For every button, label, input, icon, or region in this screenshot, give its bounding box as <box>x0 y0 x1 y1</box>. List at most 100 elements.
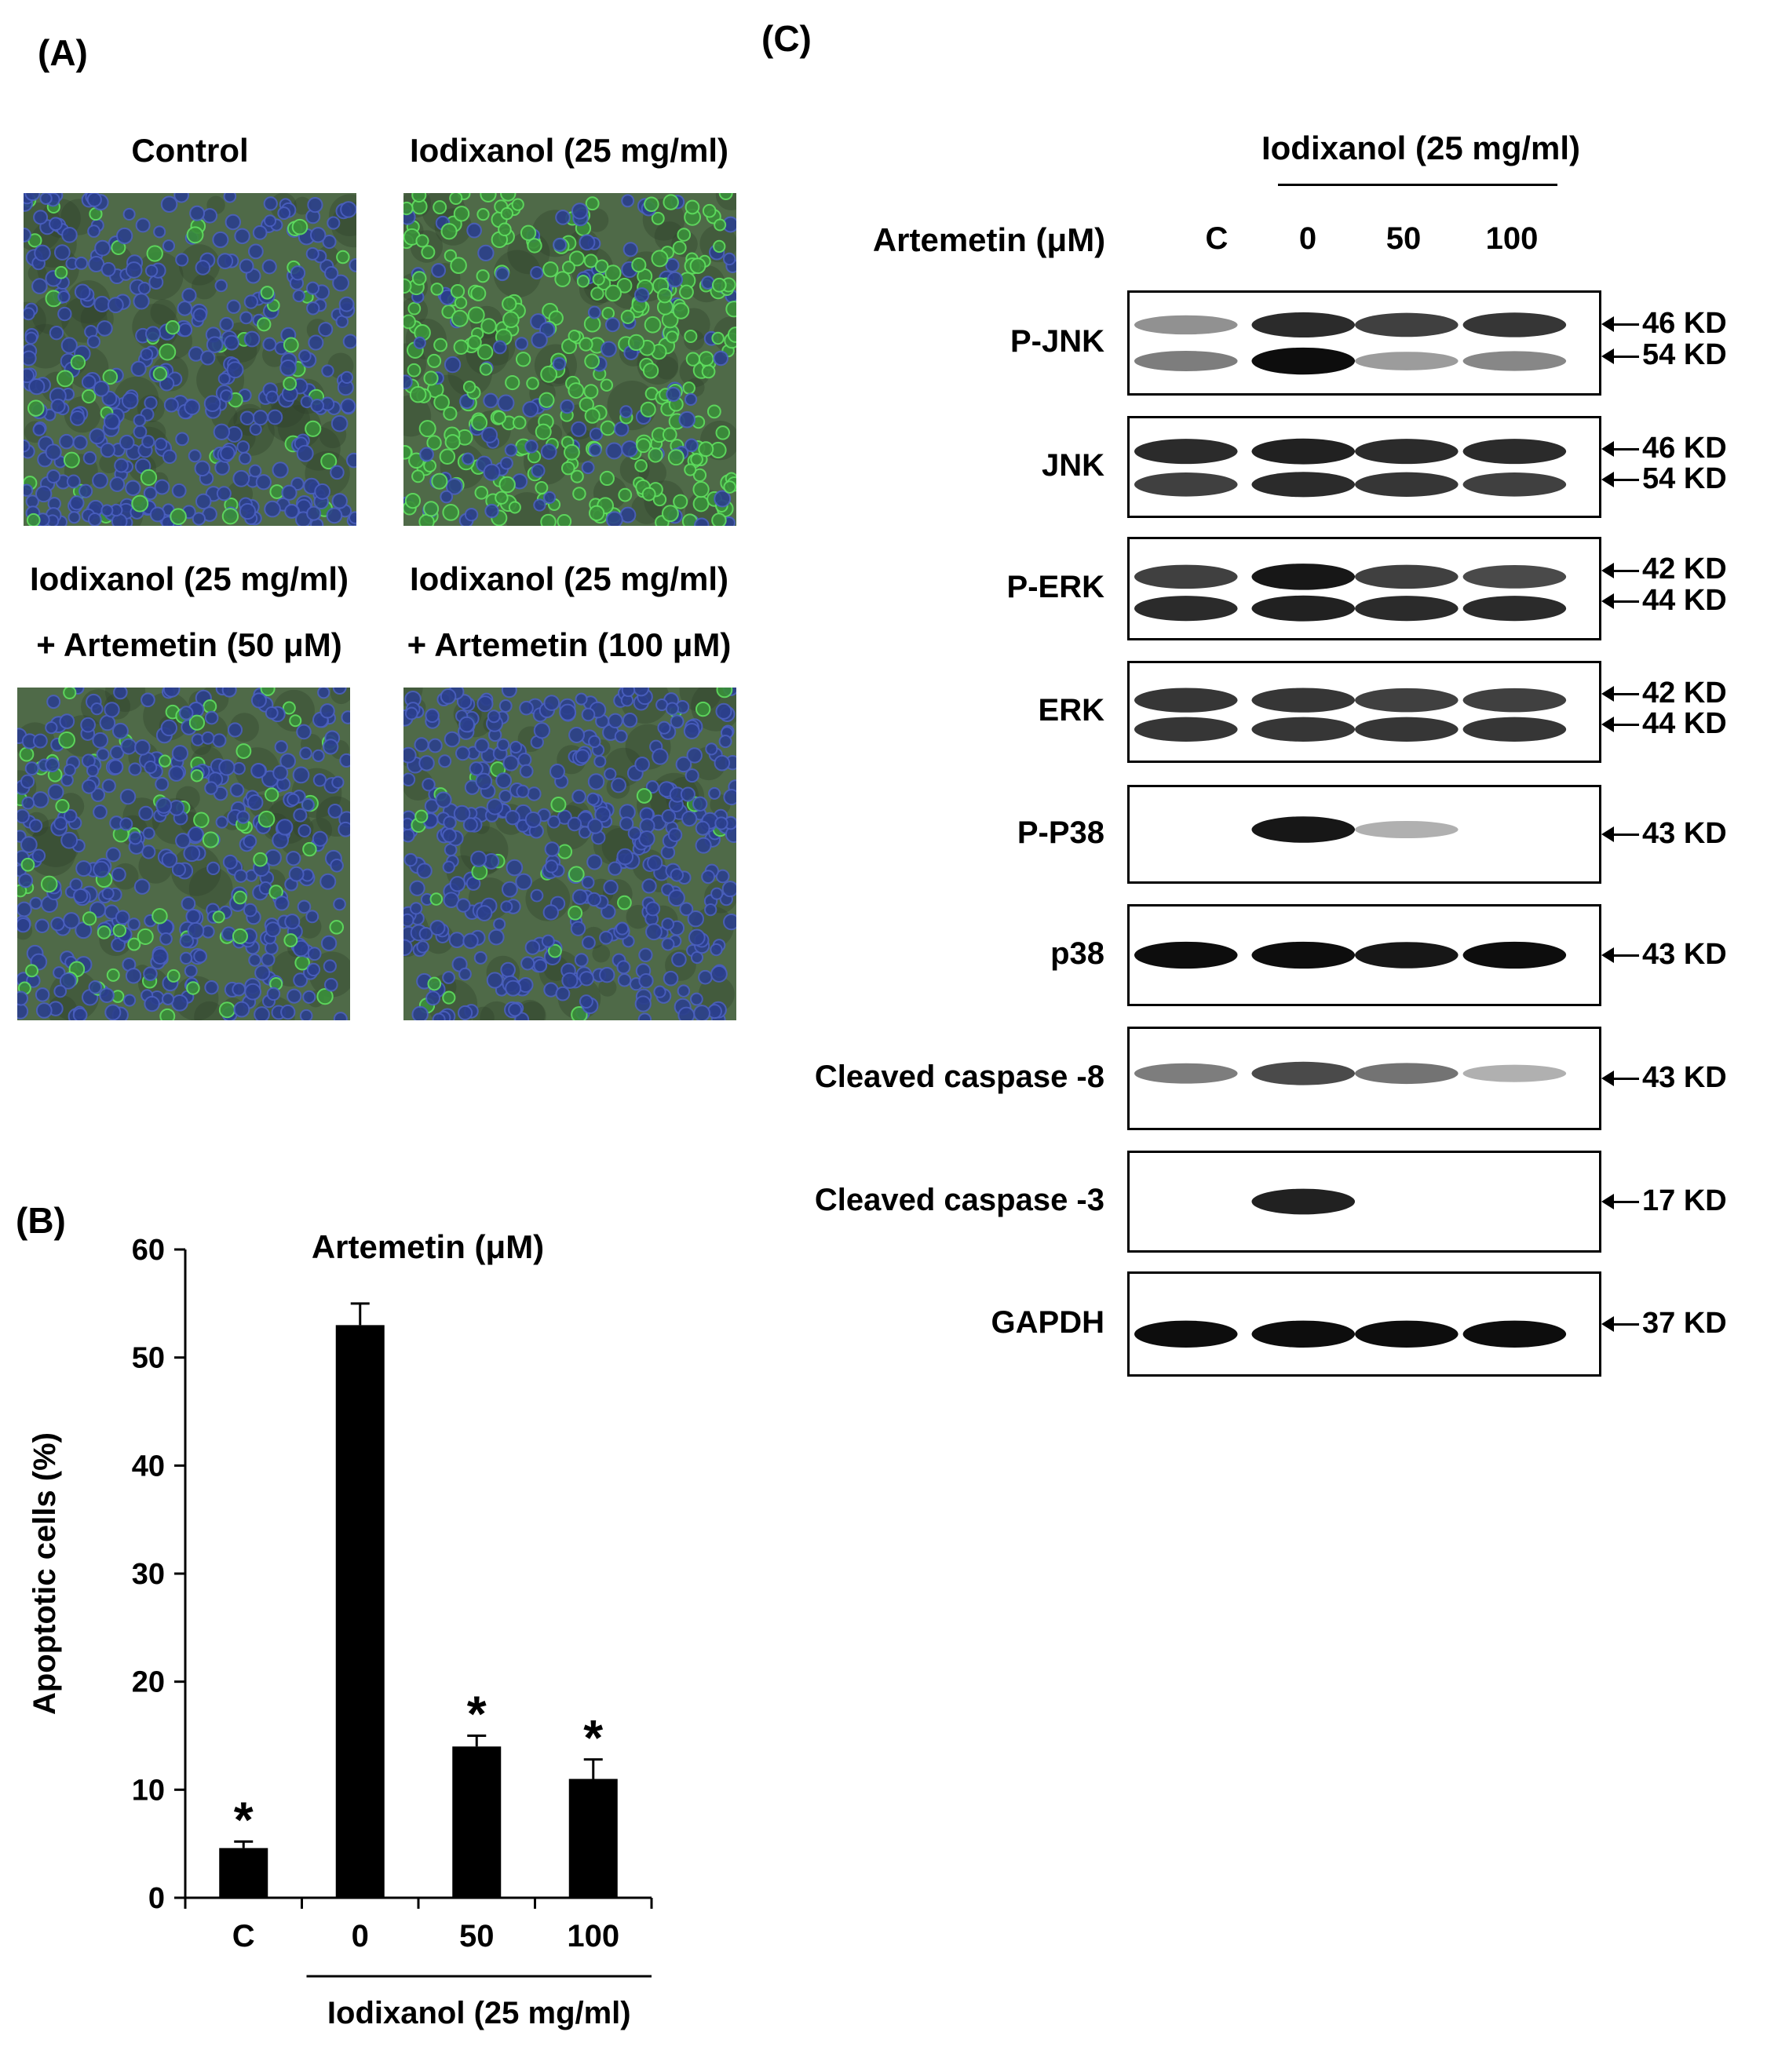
arrow-left-icon <box>1601 316 1639 333</box>
cell-normal <box>522 400 539 418</box>
cell-normal <box>687 910 704 928</box>
cell-normal <box>619 816 634 831</box>
cell-normal <box>456 898 471 913</box>
band <box>1251 717 1356 742</box>
cell-normal <box>519 764 534 779</box>
cell-normal <box>695 820 710 836</box>
cell-normal <box>431 263 447 278</box>
cell-normal <box>333 897 346 911</box>
protein-label: p38 <box>1050 936 1104 971</box>
cell-normal <box>469 761 484 776</box>
cell-normal <box>35 1002 53 1019</box>
cell-normal <box>226 361 244 379</box>
cell-normal <box>155 777 170 791</box>
cell-apoptotic <box>672 302 690 319</box>
cell-normal <box>581 461 595 475</box>
cell-normal <box>206 861 221 875</box>
cell-normal <box>341 710 350 724</box>
cell-normal <box>144 995 160 1012</box>
cell-apoptotic <box>235 743 252 759</box>
cell-normal <box>549 764 565 780</box>
cell-normal <box>184 964 198 978</box>
cell-normal <box>184 399 200 416</box>
cell-normal <box>322 234 337 250</box>
cell-apoptotic <box>682 381 696 395</box>
cell-normal <box>243 330 261 348</box>
cell-apoptotic <box>505 374 520 391</box>
kd-marker: 42 KD <box>1601 553 1727 586</box>
cell-apoptotic <box>265 787 279 802</box>
cell-normal <box>192 512 206 526</box>
cell-apoptotic <box>526 377 539 390</box>
significance-mark: * <box>467 1686 487 1742</box>
cell-apoptotic <box>404 492 422 509</box>
cell-normal <box>238 451 252 465</box>
cell-normal <box>212 231 229 249</box>
cell-normal <box>101 779 116 793</box>
cell-apoptotic <box>291 218 309 235</box>
cell-apoptotic <box>480 193 497 202</box>
cell-normal <box>701 870 716 885</box>
arrow-left-icon <box>1601 947 1639 964</box>
cell-normal <box>308 334 324 351</box>
band <box>1355 942 1459 969</box>
cell-normal <box>442 971 455 984</box>
kd-marker: 54 KD <box>1601 338 1727 372</box>
cell-normal <box>588 443 602 457</box>
cell-normal <box>425 708 440 724</box>
cell-normal <box>495 772 513 789</box>
cell-apoptotic <box>495 491 509 505</box>
cell-normal <box>608 713 623 729</box>
cell-apoptotic <box>661 505 679 523</box>
cell-normal <box>442 860 455 874</box>
cell-normal <box>265 706 279 720</box>
cell-normal <box>540 443 557 460</box>
cell-normal <box>82 451 97 465</box>
cell-normal <box>340 398 356 414</box>
lane-row-label: Artemetin (μM) <box>872 221 1106 258</box>
cell-normal <box>239 258 254 274</box>
cell-normal <box>567 816 582 832</box>
cell-normal <box>414 737 429 753</box>
cell-apoptotic <box>403 445 412 460</box>
cell-apoptotic <box>620 309 635 324</box>
cell-normal <box>476 905 493 921</box>
cell-normal <box>621 194 635 208</box>
band <box>1462 717 1567 742</box>
band <box>1462 312 1567 337</box>
cell-normal <box>215 815 228 829</box>
cell-normal <box>80 717 96 733</box>
cell-normal <box>99 714 116 731</box>
cell-normal <box>349 511 356 524</box>
band <box>1355 439 1459 465</box>
cell-normal <box>115 227 133 245</box>
cell-normal <box>587 305 601 319</box>
kd-marker: 42 KD <box>1601 677 1727 710</box>
cell-normal <box>296 724 312 740</box>
cell-normal <box>331 775 345 789</box>
cell-normal <box>403 746 417 764</box>
cell-normal <box>293 808 308 823</box>
cell-apoptotic <box>677 228 692 242</box>
cell-normal <box>444 356 462 374</box>
cell-normal <box>232 761 246 775</box>
cell-apoptotic <box>450 284 465 299</box>
cell-normal <box>615 921 630 936</box>
cell-apoptotic <box>684 463 697 476</box>
lane-label-50: 50 <box>1386 221 1422 256</box>
cell-normal <box>404 706 418 720</box>
cell-normal <box>188 449 202 463</box>
cell-apoptotic <box>695 701 711 717</box>
cell-apoptotic <box>212 910 225 924</box>
cell-normal <box>695 837 712 854</box>
x-tick-label: 100 <box>567 1919 619 1953</box>
cell-apoptotic <box>320 453 338 470</box>
cell-normal <box>686 747 703 764</box>
cell-normal <box>31 278 48 294</box>
cell-apoptotic <box>476 208 490 221</box>
cell-normal <box>178 323 193 337</box>
cell-apoptotic <box>127 937 141 951</box>
cell-apoptotic <box>451 309 469 327</box>
cell-normal <box>24 483 34 497</box>
cell-normal <box>192 308 207 323</box>
